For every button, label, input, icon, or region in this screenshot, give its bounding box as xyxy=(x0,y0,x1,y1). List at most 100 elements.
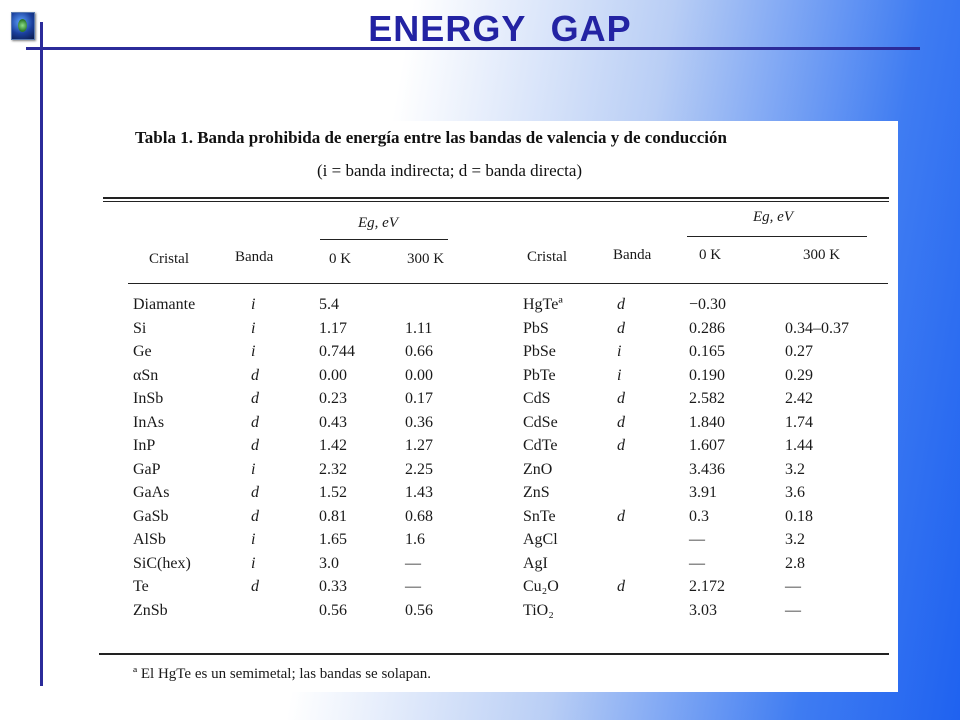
table-cell-crystal: PbS xyxy=(523,319,549,337)
title-underline xyxy=(26,47,920,50)
eg-header-right: Eg, eV xyxy=(753,209,793,225)
table-cell-k300: 0.56 xyxy=(405,601,433,619)
table-cell-k0: 0.286 xyxy=(689,319,725,337)
table-cell-crystal: GaSb xyxy=(133,507,169,525)
table-cell-crystal: InAs xyxy=(133,413,165,431)
table-cell-k0: 1.17 xyxy=(319,319,347,337)
table-cell-k0: 0.33 xyxy=(319,578,347,595)
table-cell-k300: 3.2 xyxy=(785,460,805,478)
slide-title: ENERGY GAP xyxy=(368,8,632,49)
header-band-right: Banda xyxy=(613,247,652,263)
table-cell-k300: 1.74 xyxy=(785,413,813,431)
table-cell-k0: 3.436 xyxy=(689,460,725,478)
table-cell-band: i xyxy=(617,366,622,384)
table-cell-band: i xyxy=(251,296,256,313)
table-cell-crystal: PbTe xyxy=(523,366,556,384)
table-cell-k0: 2.172 xyxy=(689,578,725,595)
vertical-divider xyxy=(40,22,43,686)
table-cell-k0: 1.65 xyxy=(319,531,347,548)
table-cell-crystal: ZnSb xyxy=(133,601,168,619)
header-rule xyxy=(128,283,888,284)
table-cell-k300: 2.42 xyxy=(785,390,813,407)
table-cell-band: i xyxy=(251,460,256,478)
table-cell-k300: 1.44 xyxy=(785,437,813,454)
header-0k-left: 0 K xyxy=(329,251,352,267)
table-cell-k300: 3.2 xyxy=(785,531,805,548)
table-cell-k300: — xyxy=(785,601,801,619)
table-cell-crystal: Te xyxy=(133,578,149,595)
table-cell-crystal: GaP xyxy=(133,460,161,478)
table-cell-crystal: InP xyxy=(133,437,156,454)
header-crystal-right: Cristal xyxy=(527,249,567,265)
table-cell-k300: 0.34–0.37 xyxy=(785,319,849,337)
header-0k-right: 0 K xyxy=(699,247,722,263)
table-cell-crystal: AlSb xyxy=(133,531,166,548)
table-cell-k0: 0.165 xyxy=(689,343,725,360)
table-cell-band: d xyxy=(617,437,625,454)
table-cell-k300: 2.8 xyxy=(785,554,805,572)
table-cell-band: d xyxy=(251,366,259,384)
table-cell-band: d xyxy=(617,578,625,595)
table-cell-band: i xyxy=(251,531,256,548)
table-cell-k300: — xyxy=(405,578,421,595)
table-cell-k0: 0.81 xyxy=(319,507,347,525)
table-cell-k300: 3.6 xyxy=(785,484,805,501)
table-cell-crystal: ZnO xyxy=(523,460,553,478)
table-cell-k300: 2.25 xyxy=(405,460,433,478)
header-300k-right: 300 K xyxy=(803,247,841,263)
table-cell-band: d xyxy=(617,319,625,337)
table-cell-band: d xyxy=(617,296,625,313)
table-cell-crystal: CdS xyxy=(523,390,551,407)
header-band-left: Banda xyxy=(235,249,274,265)
table-cell-crystal: HgTeª xyxy=(523,296,563,313)
table-legend: (i = banda indirecta; d = banda directa) xyxy=(317,161,583,180)
table-cell-crystal: Si xyxy=(133,319,147,337)
table-cell-band: d xyxy=(617,413,625,431)
table-cell-crystal: ZnS xyxy=(523,484,550,501)
table-cell-crystal: αSn xyxy=(133,366,159,384)
eg-underline-left xyxy=(320,239,448,240)
table-cell-k0: 1.607 xyxy=(689,437,725,454)
table-cell-band: i xyxy=(617,343,622,360)
table-cell-k0: 0.43 xyxy=(319,413,347,431)
table-cell-band: d xyxy=(251,578,259,595)
table-cell-crystal: PbSe xyxy=(523,343,556,360)
table-cell-crystal: AgI xyxy=(523,554,548,572)
table-cell-k300: 0.27 xyxy=(785,343,813,360)
globe-icon xyxy=(11,12,35,40)
eg-header-left: Eg, eV xyxy=(358,215,398,231)
table-cell-k0: 3.0 xyxy=(319,554,339,572)
table-cell-k300: 0.66 xyxy=(405,343,433,360)
table-cell-k300: 0.17 xyxy=(405,390,433,407)
table-cell-k0: 1.42 xyxy=(319,437,347,454)
table-cell-band: i xyxy=(251,319,256,337)
table-cell-k0: 5.4 xyxy=(319,296,339,313)
table-cell-k0: 0.00 xyxy=(319,366,347,384)
table-cell-band: d xyxy=(617,390,625,407)
table-cell-crystal: SiC(hex) xyxy=(133,554,191,572)
header-300k-left: 300 K xyxy=(407,251,445,267)
table-cell-k0: −0.30 xyxy=(689,296,727,313)
table-cell-k0: 3.91 xyxy=(689,484,717,501)
table-cell-k300: 1.43 xyxy=(405,484,433,501)
table-cell-k0: 1.840 xyxy=(689,413,725,431)
table-cell-crystal: Ge xyxy=(133,343,152,360)
table-cell-crystal: CdSe xyxy=(523,413,558,431)
table-cell-band: d xyxy=(251,484,259,501)
table-image: Tabla 1. Banda prohibida de energía entr… xyxy=(95,121,898,692)
table-cell-k300: 1.6 xyxy=(405,531,425,548)
table-cell-k300: 0.00 xyxy=(405,366,433,384)
table-cell-k0: 0.23 xyxy=(319,390,347,407)
table-top-rule xyxy=(103,197,889,199)
table-cell-k0: — xyxy=(689,531,705,548)
eg-underline-right xyxy=(687,236,867,237)
table-cell-band: d xyxy=(251,507,259,525)
table-cell-crystal: Cu₂O xyxy=(523,578,559,595)
table-cell-k0: — xyxy=(689,554,705,572)
table-cell-crystal: AgCl xyxy=(523,531,558,548)
table-cell-k0: 0.3 xyxy=(689,507,709,525)
table-footnote: ª El HgTe es un semimetal; las bandas se… xyxy=(133,666,432,682)
table-cell-k0: 2.582 xyxy=(689,390,725,407)
table-cell-band: d xyxy=(251,390,259,407)
table-cell-k300: 1.27 xyxy=(405,437,433,454)
